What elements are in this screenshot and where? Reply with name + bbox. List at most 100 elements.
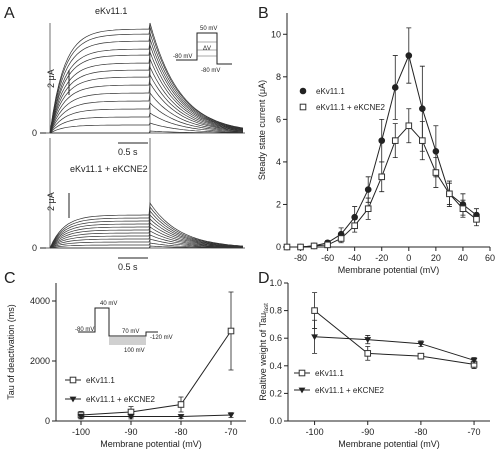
inset-c-step-bottom: 100 mV [124,348,145,354]
x-tick-label: -80 [294,253,307,263]
data-point [311,307,318,314]
y-tick-label: 0 [45,416,50,426]
data-point [378,137,386,144]
current-trace [49,38,244,134]
legend-label: eKv11.1 [315,369,344,378]
data-point [177,414,185,420]
inset-a-top: 50 mV [200,26,217,32]
current-trace [49,238,243,249]
series-line-1 [314,310,475,365]
legend-marker [69,376,77,384]
data-point [227,412,235,419]
y-tick-label: 0.6 [269,333,282,343]
x-tick-label: -90 [361,427,374,437]
inset-c-end: -120 mV [150,335,173,341]
x-tick-label: -100 [306,427,324,437]
current-trace [49,234,243,249]
y-tick-label: 6 [276,114,281,124]
data-point [459,205,467,213]
legend-label: eKv11.1 [316,87,345,96]
panel-label-d: D [258,270,270,287]
data-point [405,122,413,130]
y-tick-label: 4000 [30,296,50,306]
data-point [337,235,345,242]
inset-c-left: -80 mV [75,327,94,333]
current-trace [49,65,244,134]
y-tick-label: 2 [276,199,281,209]
current-scale-label-top: 2 μA [46,69,56,88]
current-traces-ekv11-ekcne2 [46,138,245,249]
y-tick-label: 4 [276,157,281,167]
x-tick-label: -20 [375,253,388,263]
legend-marker [298,369,306,377]
legend-marker [298,387,306,394]
chart-tau-deactivation: -100 -90 -80 -70 0 2000 4000 Membrane potential… [6,283,246,449]
x-tick-label: 40 [458,253,468,263]
inset-a-bottom: -80 mV [201,68,220,74]
data-point [432,169,440,176]
current-trace [49,122,243,134]
y-tick-label: 2000 [30,356,50,366]
x-tick-label: -90 [124,427,137,437]
protocol-steps [109,337,146,345]
data-point [364,337,372,343]
y-tick-label: 0.8 [269,306,282,316]
data-point [470,357,478,364]
x-tick-label: -70 [468,427,481,437]
trace-title-bottom: eKv11.1 + eKCNE2 [70,164,148,174]
x-tick-label: 20 [431,253,441,263]
y-axis-label: Realtive weight of Taufast [258,303,270,401]
time-scale-label-bottom: 0.5 s [118,262,138,272]
panel-a-traces: eKv11.1 eKv11.1 + eKCNE2 0 0 2 μA 0.5 s … [32,6,245,272]
current-trace [49,218,244,249]
voltage-protocol-inset-a: 50 mV ΔV -80 mV -80 mV [173,26,232,74]
current-trace [49,112,244,134]
legend-label: eKv11.1 + eKCNE2 [315,386,385,395]
time-scale-label-top: 0.5 s [118,147,138,157]
y-axis-label: Steady state current (μA) [257,80,267,180]
y-tick-label: 0.2 [269,388,282,398]
panel-label-a: A [4,5,15,22]
data-point [297,243,304,251]
y-tick-label: 0.4 [269,361,282,371]
data-point [364,350,372,357]
data-point [283,243,291,251]
current-trace [49,102,244,134]
series-line-2 [314,336,475,361]
data-point [177,401,185,408]
current-trace [49,210,244,249]
y-axis-label: Tau of deactivation (ms) [6,304,16,400]
data-point [227,327,235,335]
chart-relative-weight-tau-fast: -100 -90 -80 -70 0.0 0.2 0.4 0.6 0.8 1.0 Membrane … [258,278,490,449]
y-axis-label-subscript: fast [264,303,270,313]
panel-label-c: C [4,270,16,287]
x-tick-label: -40 [348,253,361,263]
y-tick-label: 8 [276,72,281,82]
x-tick-label: -80 [174,427,187,437]
y-tick-label: 0.0 [269,416,282,426]
x-axis-label: Membrane potential (mV) [338,265,440,275]
current-trace [49,32,244,134]
x-tick-label: 0 [406,253,411,263]
series-line-2 [81,414,232,417]
zero-label-bottom: 0 [32,243,37,253]
current-trace [49,230,243,249]
data-point [419,105,426,113]
current-trace [49,214,244,249]
series-line-1 [80,330,232,416]
x-tick-label: -100 [72,427,90,437]
inset-a-step: ΔV [203,46,211,52]
legend-label: eKv11.1 + eKCNE2 [86,395,156,404]
data-point [473,216,480,223]
current-trace [49,51,244,134]
current-trace [49,26,244,134]
data-point [378,173,386,181]
x-axis-label: Membrane potential (mV) [338,439,440,449]
y-tick-label: 0 [276,242,281,252]
x-tick-label: 60 [485,253,495,263]
current-traces-ekv11 [46,22,245,134]
y-tick-label: 10 [271,29,281,39]
current-trace [49,22,244,134]
data-point [391,84,399,91]
